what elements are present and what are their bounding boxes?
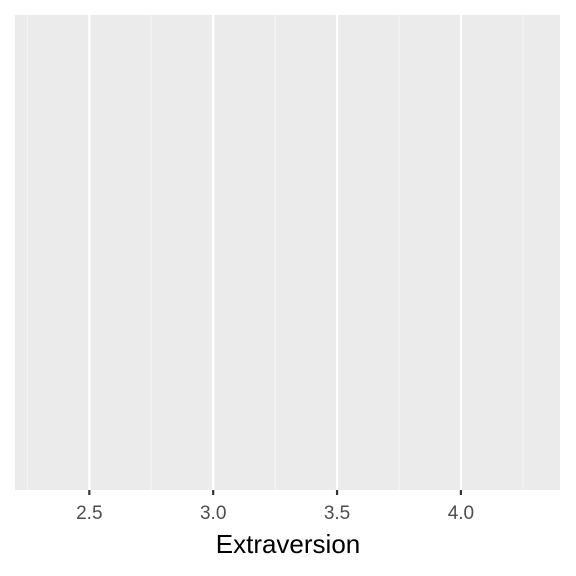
x-minor-gridlines [26, 15, 524, 490]
x-tick-label: 3.0 [200, 503, 226, 524]
x-tick-label: 2.5 [76, 503, 102, 524]
plot-panel [15, 15, 560, 490]
x-tick-label: 4.0 [448, 503, 474, 524]
x-major-gridlines [88, 15, 463, 490]
x-tick-label: 3.5 [324, 503, 350, 524]
x-axis-ticks [88, 490, 463, 495]
x-axis-title: Extraversion [216, 529, 361, 559]
x-axis-tick-labels: 2.5 3.0 3.5 4.0 [76, 503, 474, 524]
